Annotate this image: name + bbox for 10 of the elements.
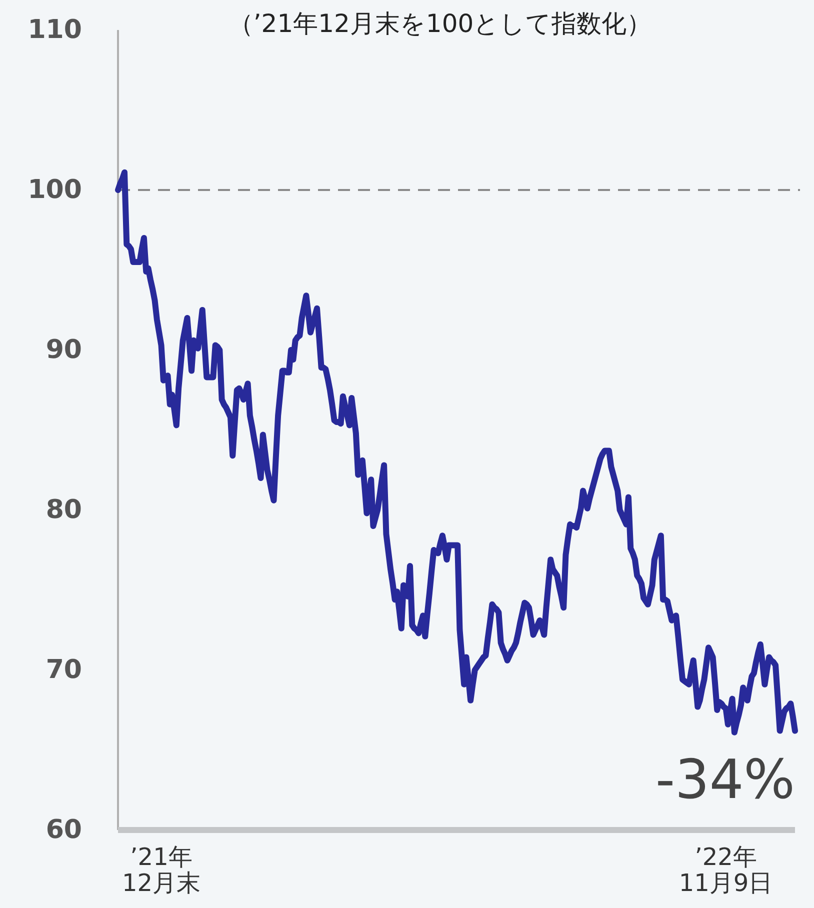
y-tick-label: 60 <box>46 815 82 845</box>
y-tick-label: 100 <box>28 175 82 205</box>
x-tick-label: ’21年 12月末 <box>122 843 201 897</box>
chart-subtitle: （’21年12月末を100として指数化） <box>228 9 652 38</box>
annotation: -34% <box>655 748 795 811</box>
y-tick-label: 80 <box>46 495 82 525</box>
x-tick-label: ’22年 11月9日 <box>678 843 773 897</box>
y-tick-label: 90 <box>46 335 82 365</box>
y-tick-label: 70 <box>46 655 82 685</box>
y-tick-label: 110 <box>28 15 82 45</box>
